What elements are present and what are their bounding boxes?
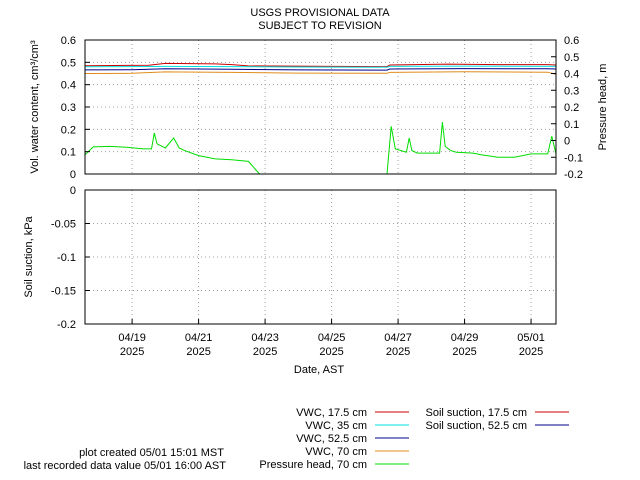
x-tick-label-year: 2025 bbox=[253, 346, 277, 358]
legend-label: VWC, 17.5 cm bbox=[296, 407, 367, 419]
x-tick-label-date: 04/29 bbox=[451, 332, 479, 344]
x-tick-label-date: 05/01 bbox=[517, 332, 545, 344]
top-y-axis-label: Vol. water content, cm³/cm³ bbox=[29, 40, 41, 174]
top-y-tick-label: 0.3 bbox=[61, 102, 76, 114]
top-y-ticks: 0 0.1 0.2 0.3 0.4 0.5 0.6 bbox=[61, 35, 90, 181]
top-y2-tick-label: -0.2 bbox=[564, 169, 583, 181]
bottom-y-axis-label: Soil suction, kPa bbox=[23, 215, 35, 297]
top-y-tick-label: 0 bbox=[70, 169, 76, 181]
bottom-plot: 0-0.05-0.1-0.15-0.2 04/19202504/21202504… bbox=[23, 185, 557, 376]
x-tick-label-year: 2025 bbox=[386, 346, 410, 358]
top-y-tick-label: 0.2 bbox=[61, 124, 76, 136]
chart-title-line2: SUBJECT TO REVISION bbox=[258, 20, 382, 32]
legend-label: VWC, 52.5 cm bbox=[296, 433, 367, 445]
top-y2-tick-label: 0.3 bbox=[564, 85, 579, 97]
top-grid bbox=[85, 39, 556, 175]
bottom-y-ticks: 0 -0.05 -0.1 -0.15 -0.2 bbox=[51, 185, 90, 331]
bottom-x-axis-label: Date, AST bbox=[294, 364, 344, 376]
bottom-y-tick-label: -0.05 bbox=[51, 219, 76, 231]
series-line-vwc-17-5-cm bbox=[84, 62, 557, 68]
x-tick-label-year: 2025 bbox=[186, 346, 210, 358]
series-line-vwc-70-cm bbox=[84, 71, 557, 75]
legend-label: Soil suction, 17.5 cm bbox=[426, 407, 528, 419]
top-plot-frame bbox=[84, 39, 557, 175]
bottom-y-tick-label: -0.1 bbox=[57, 252, 76, 264]
last-recorded-note: last recorded data value 05/01 16:00 AST bbox=[24, 460, 227, 472]
chart-title-line1: USGS PROVISIONAL DATA bbox=[250, 7, 390, 19]
x-tick-label-date: 04/23 bbox=[251, 332, 279, 344]
legend-label: VWC, 70 cm bbox=[305, 446, 367, 458]
bottom-y-tick-label: -0.2 bbox=[57, 319, 76, 331]
x-tick-label-year: 2025 bbox=[519, 346, 543, 358]
bottom-y-tick-label: -0.15 bbox=[51, 286, 76, 298]
x-tick-label-year: 2025 bbox=[452, 346, 476, 358]
series-line-vwc-35-cm bbox=[84, 65, 557, 68]
legend-label: VWC, 35 cm bbox=[305, 420, 367, 432]
x-tick-label-date: 04/25 bbox=[318, 332, 346, 344]
top-y-tick-label: 0.1 bbox=[61, 147, 76, 159]
x-tick-label-date: 04/19 bbox=[118, 332, 146, 344]
top-y2-tick-label: 0 bbox=[564, 136, 570, 148]
x-tick-label-year: 2025 bbox=[120, 346, 144, 358]
series-line-pressure-head-70-cm bbox=[386, 122, 557, 175]
top-series bbox=[84, 62, 557, 175]
x-tick-label-date: 04/21 bbox=[185, 332, 213, 344]
bottom-grid bbox=[85, 189, 556, 325]
series-line-pressure-head-70-cm bbox=[84, 132, 260, 175]
legend-label: Soil suction, 52.5 cm bbox=[426, 420, 528, 432]
x-tick-label-year: 2025 bbox=[319, 346, 343, 358]
top-y2-axis-label: Pressure head, m bbox=[597, 64, 609, 151]
top-y2-tick-label: 0.5 bbox=[564, 52, 579, 64]
top-y2-tick-label: -0.1 bbox=[564, 152, 583, 164]
top-y-tick-label: 0.6 bbox=[61, 35, 76, 47]
top-y2-tick-label: 0.1 bbox=[564, 119, 579, 131]
plot-created-note: plot created 05/01 15:01 MST bbox=[79, 447, 224, 459]
x-tick-label-date: 04/27 bbox=[384, 332, 412, 344]
top-y2-tick-label: 0.2 bbox=[564, 102, 579, 114]
bottom-x-ticks: 04/19 2025 04/21 2025 04/23 2025 04/25 2025 04/2… bbox=[118, 319, 545, 358]
bottom-y-tick-label: 0 bbox=[70, 185, 76, 197]
top-y-tick-label: 0.5 bbox=[61, 57, 76, 69]
top-plot: 0 0.1 0.2 0.3 0.4 0.5 0.6 -0.2 -0.1 0 0.1 0.2 0.3 0.… bbox=[29, 35, 609, 181]
bottom-plot-frame bbox=[84, 189, 557, 325]
top-y-tick-label: 0.4 bbox=[61, 80, 76, 92]
top-y2-tick-label: 0.4 bbox=[564, 69, 579, 81]
top-y2-tick-label: 0.6 bbox=[564, 35, 579, 47]
legend-label: Pressure head, 70 cm bbox=[259, 459, 367, 471]
series-line-vwc-52-5-cm bbox=[84, 68, 557, 71]
